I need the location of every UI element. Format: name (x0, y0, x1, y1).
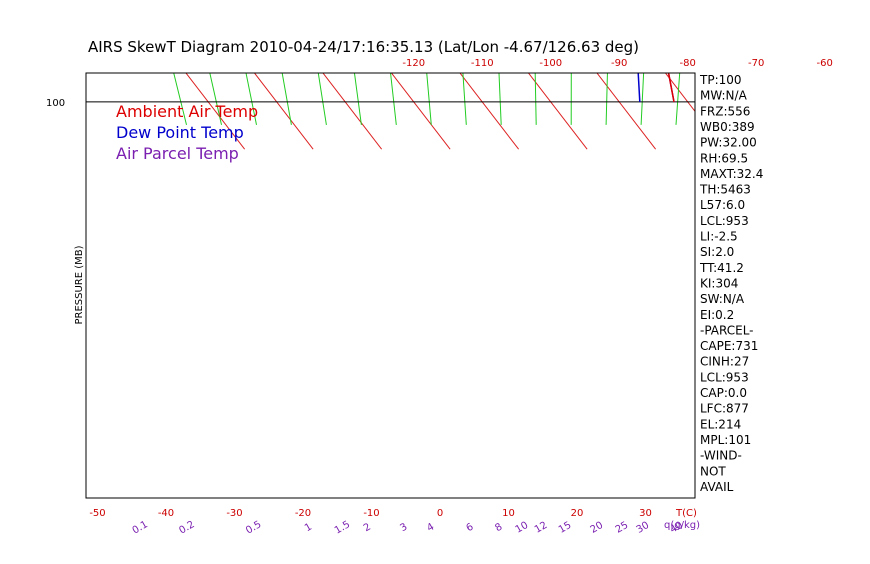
mixing-ratio-tick-label: 12 (533, 520, 550, 536)
bottom-temp-tick-label: 10 (502, 508, 515, 519)
index-item: LI:-2.5 (700, 230, 738, 244)
mixing-ratio-tick-label: 15 (557, 520, 574, 536)
index-item: FRZ:556 (700, 104, 750, 118)
isotherm-line (459, 73, 520, 150)
legend: Ambient Air Temp Dew Point Temp Air Parcel… (116, 102, 258, 163)
index-item: NOT (700, 464, 726, 478)
top-temp-tick-label: -80 (680, 58, 696, 69)
index-item: MAXT:32.4 (700, 167, 763, 181)
index-item: AVAIL (700, 480, 734, 494)
bottom-temp-tick-label: -10 (363, 508, 379, 519)
index-item: TH:5463 (699, 183, 751, 197)
index-item: CAP:0.0 (700, 386, 747, 400)
mixing-unit-label: q(g/kg) (664, 520, 700, 531)
index-item: LFC:877 (700, 402, 749, 416)
y-axis-label: PRESSURE (MB) (74, 245, 85, 324)
top-temp-tick-label: -90 (611, 58, 627, 69)
index-item: TP:100 (699, 73, 742, 87)
pressure-tick-label: 100 (46, 98, 65, 109)
bottom-temp-tick-label: -50 (89, 508, 105, 519)
index-item: MW:N/A (700, 89, 748, 103)
chart-title: AIRS SkewT Diagram 2010-04-24/17:16:35.1… (88, 38, 639, 56)
index-item: RH:69.5 (700, 151, 748, 165)
index-item: -PARCEL- (700, 323, 754, 337)
top-temp-tick-label: -110 (471, 58, 494, 69)
isotherm-line (202, 0, 870, 149)
mixing-ratio-tick-label: 0.1 (131, 519, 150, 536)
mixing-ratio-tick-label: 25 (614, 520, 631, 536)
isotherm-line (596, 73, 657, 150)
grid-layer (86, 0, 870, 150)
index-item: L57:6.0 (700, 198, 745, 212)
top-temp-tick-label: -120 (402, 58, 425, 69)
mixing-ratio-tick-label: 0.2 (177, 519, 196, 536)
legend-entry: Dew Point Temp (116, 123, 244, 142)
bottom-temp-tick-label: -30 (226, 508, 242, 519)
dry-adiabat-line (851, 0, 870, 125)
mixing-ratio-tick-label: 8 (493, 521, 504, 534)
mixing-ratio-tick-label: 1 (303, 521, 314, 534)
bottom-temp-tick-label: 0 (437, 508, 443, 519)
isotherm-line (750, 0, 870, 149)
mixing-ratio-tick-label: 4 (425, 521, 436, 534)
top-temp-tick-label: -70 (748, 58, 764, 69)
index-item: EL:214 (700, 417, 741, 431)
axes-layer: 1002003004005006007008009001000PRESSURE … (46, 58, 833, 537)
temp-unit-label: T(C) (675, 508, 697, 519)
index-item: CAPE:731 (700, 339, 758, 353)
top-temp-tick-label: -100 (539, 58, 562, 69)
index-item: -WIND- (700, 449, 742, 463)
mixing-ratio-tick-label: 30 (635, 520, 652, 536)
mixing-ratio-tick-label: 0.5 (244, 519, 263, 536)
dry-adiabat-line (534, 73, 537, 125)
index-item: EI:0.2 (700, 308, 734, 322)
index-item: WB0:389 (700, 120, 755, 134)
index-item: KI:304 (700, 276, 738, 290)
index-item: SI:2.0 (700, 245, 734, 259)
index-item: MPL:101 (700, 433, 751, 447)
isotherm-line (818, 0, 870, 149)
plot-frame (85, 72, 696, 499)
index-item: LCL:953 (700, 214, 749, 228)
index-item: LCL:953 (700, 370, 749, 384)
mixing-ratio-tick-label: 20 (589, 520, 606, 536)
isotherm-line (339, 0, 870, 149)
isotherm-line (664, 73, 695, 113)
legend-entry: Ambient Air Temp (116, 102, 258, 121)
index-item: PW:32.00 (700, 136, 757, 150)
mixing-ratio-tick-label: 3 (398, 521, 409, 534)
legend-entry: Air Parcel Temp (116, 144, 239, 163)
bottom-temp-tick-label: -20 (295, 508, 311, 519)
index-item: TT:41.2 (699, 261, 744, 275)
bottom-temp-tick-label: -40 (158, 508, 174, 519)
bottom-temp-tick-label: 30 (639, 508, 652, 519)
index-item: CINH:27 (700, 355, 749, 369)
top-temp-tick-label: -60 (817, 58, 833, 69)
mixing-ratio-tick-label: 1.5 (333, 519, 352, 536)
mixing-ratio-tick-label: 2 (362, 522, 373, 535)
mixing-ratio-tick-label: 6 (465, 521, 476, 534)
mixing-ratio-tick-label: 10 (514, 520, 531, 536)
dry-adiabat-line (746, 0, 870, 125)
index-item: SW:N/A (700, 292, 745, 306)
bottom-temp-tick-label: 20 (571, 508, 584, 519)
